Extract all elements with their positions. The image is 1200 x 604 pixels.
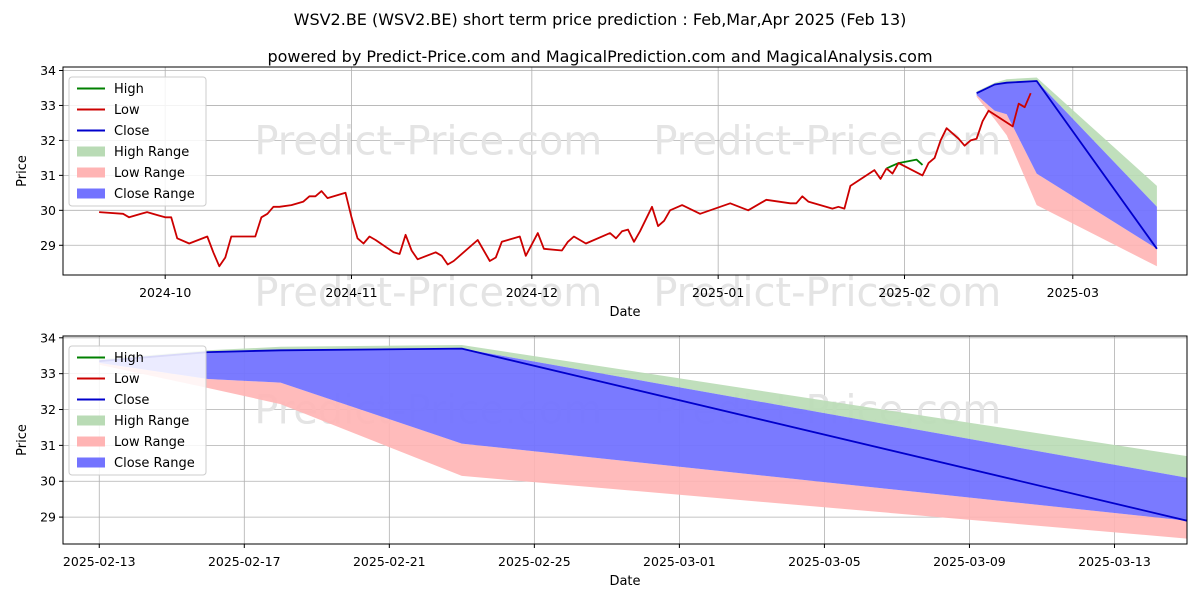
watermark-text: Predict-Price.com	[653, 270, 1001, 316]
low-series-line	[99, 167, 888, 268]
y-tick-label: 32	[40, 402, 56, 417]
x-tick-label: 2025-03-05	[788, 554, 861, 569]
y-tick-label: 30	[40, 203, 56, 218]
legend-swatch-close-range	[77, 457, 105, 468]
legend-swatch-high-range	[77, 415, 105, 426]
watermark-text: Predict-Price.com	[254, 118, 602, 164]
low-series-line	[885, 92, 1032, 177]
x-axis-label: Date	[609, 305, 640, 320]
x-tick-label: 2025-02-25	[498, 554, 571, 569]
y-tick-label: 34	[40, 330, 56, 345]
low-range-band	[99, 362, 1187, 539]
axes-frame	[62, 335, 1188, 545]
x-tick-label: 2025-02	[878, 285, 930, 300]
x-tick-label: 2025-01	[692, 285, 744, 300]
close-range-band	[976, 81, 1157, 249]
x-tick-label: 2025-02-17	[208, 554, 281, 569]
legend-label-high-range: High Range	[114, 414, 189, 429]
legend-swatch-low-range	[77, 167, 105, 178]
chart-subtitle: powered by Predict-Price.com and Magical…	[267, 47, 932, 66]
x-tick-label: 2024-10	[139, 285, 191, 300]
x-tick-label: 2024-12	[506, 285, 558, 300]
legend-label-low-range: Low Range	[114, 166, 185, 181]
plot-area	[99, 77, 1158, 268]
x-tick-label: 2025-02-21	[353, 554, 426, 569]
bottom-panel: Predict-Price.comPredict-Price.com293031…	[15, 330, 1188, 589]
legend-swatch-close-range	[77, 188, 105, 199]
x-tick-label: 2025-03	[1047, 285, 1099, 300]
legend-label-close: Close	[114, 393, 149, 408]
close-range-band	[99, 348, 1187, 521]
axes-frame	[62, 66, 1188, 276]
high-series-line	[886, 158, 924, 170]
y-tick-label: 30	[40, 474, 56, 489]
chart-title: WSV2.BE (WSV2.BE) short term price predi…	[294, 10, 907, 29]
x-tick-label: 2024-11	[325, 285, 377, 300]
x-tick-label: 2025-03-09	[933, 554, 1006, 569]
y-tick-label: 29	[40, 238, 56, 253]
y-tick-label: 33	[40, 366, 56, 381]
y-axis-label: Price	[15, 155, 30, 187]
watermark-text: Predict-Price.com	[254, 270, 602, 316]
y-tick-label: 34	[40, 63, 56, 78]
legend-swatch-high-range	[77, 146, 105, 157]
y-tick-label: 32	[40, 133, 56, 148]
x-tick-label: 2025-02-13	[63, 554, 136, 569]
legend-label-close-range: Close Range	[114, 187, 195, 202]
top-panel: Predict-Price.com Predict-Price.com Predic…	[15, 63, 1188, 320]
watermark-text: Predict-Price.com	[653, 118, 1001, 164]
legend-label-low: Low	[114, 372, 140, 387]
legend-label-low: Low	[114, 103, 140, 118]
y-axis-label: Price	[15, 424, 30, 456]
y-tick-label: 33	[40, 98, 56, 113]
legend-label-close: Close	[114, 124, 149, 139]
legend-label-high: High	[114, 82, 144, 97]
x-axis-label: Date	[609, 574, 640, 589]
legend-label-high-range: High Range	[114, 145, 189, 160]
legend-label-close-range: Close Range	[114, 456, 195, 471]
x-tick-label: 2025-03-13	[1078, 554, 1151, 569]
low-range-band	[976, 95, 1157, 267]
legend-label-low-range: Low Range	[114, 435, 185, 450]
x-tick-label: 2025-03-01	[643, 554, 716, 569]
y-tick-label: 31	[40, 438, 56, 453]
y-tick-label: 29	[40, 510, 56, 525]
close-forecast-line	[976, 80, 1158, 250]
legend-swatch-low-range	[77, 436, 105, 447]
legend-label-high: High	[114, 351, 144, 366]
y-tick-label: 31	[40, 168, 56, 183]
